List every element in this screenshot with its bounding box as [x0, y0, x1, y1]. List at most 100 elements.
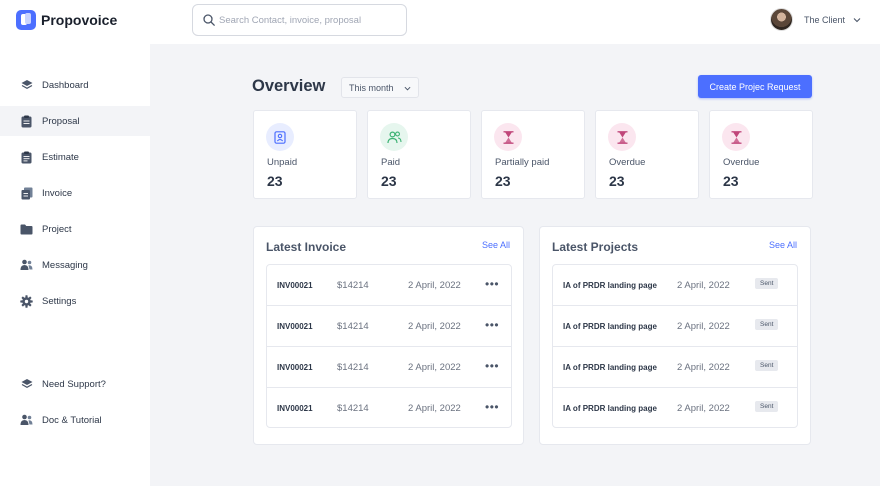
invoice-id: INV00021 [277, 363, 313, 372]
stat-label: Overdue [723, 157, 760, 168]
search-icon [203, 14, 215, 26]
layers-icon [20, 79, 33, 92]
invoice-id: INV00021 [277, 281, 313, 290]
logo[interactable]: Propovoice [16, 10, 117, 30]
sidebar-item-settings[interactable]: Settings [0, 286, 150, 316]
sidebar-item-label: Project [42, 223, 72, 235]
latest-projects-panel: Latest Projects See All IA of PRDR landi… [539, 226, 811, 445]
table-row[interactable]: INV00021 $14214 2 April, 2022 ••• [267, 306, 511, 347]
project-date: 2 April, 2022 [677, 321, 730, 332]
sidebar-item-dashboard[interactable]: Dashboard [0, 70, 150, 100]
chevron-down-icon[interactable] [853, 16, 861, 24]
table-row[interactable]: INV00021 $14214 2 April, 2022 ••• [267, 388, 511, 429]
table-row[interactable]: IA of PRDR landing page 2 April, 2022 Se… [553, 388, 797, 429]
create-project-request-button[interactable]: Create Projec Request [698, 75, 812, 98]
stat-label: Unpaid [267, 157, 298, 168]
table-row[interactable]: IA of PRDR landing page 2 April, 2022 Se… [553, 347, 797, 388]
sidebar-item-label: Doc & Tutorial [42, 414, 102, 426]
logo-icon [16, 10, 36, 30]
invoice-id: INV00021 [277, 404, 313, 413]
project-date: 2 April, 2022 [677, 403, 730, 414]
sidebar-item-invoice[interactable]: Invoice [0, 178, 150, 208]
sidebar-item-label: Dashboard [42, 79, 89, 91]
sidebar-item-need-support[interactable]: Need Support? [0, 369, 150, 399]
status-badge: Sent [755, 360, 779, 371]
stat-value: 23 [723, 173, 739, 189]
project-name: IA of PRDR landing page [563, 281, 657, 290]
stat-card-paid[interactable]: Paid 23 [367, 110, 471, 199]
invoice-amount: $14214 [337, 321, 369, 332]
stat-card-unpaid[interactable]: Unpaid 23 [253, 110, 357, 199]
search-box[interactable] [192, 4, 407, 36]
table-row[interactable]: IA of PRDR landing page 2 April, 2022 Se… [553, 306, 797, 347]
sidebar-item-proposal[interactable]: Proposal [0, 106, 150, 136]
project-name: IA of PRDR landing page [563, 322, 657, 331]
stat-label: Paid [381, 157, 401, 168]
page-title: Overview [252, 77, 326, 95]
sidebar-item-estimate[interactable]: Estimate [0, 142, 150, 172]
sidebar-item-messaging[interactable]: Messaging [0, 250, 150, 280]
status-badge: Sent [755, 278, 779, 289]
stat-card-partially-paid[interactable]: Partially paid 23 [481, 110, 585, 199]
search-input[interactable] [219, 11, 399, 29]
period-select[interactable]: This month [341, 77, 419, 98]
hourglass-icon [494, 123, 522, 151]
user-name: The Client [804, 14, 846, 25]
sidebar-item-label: Need Support? [42, 378, 106, 390]
project-list: IA of PRDR landing page 2 April, 2022 Se… [552, 264, 798, 428]
stat-value: 23 [495, 173, 511, 189]
stat-value: 23 [381, 173, 397, 189]
table-row[interactable]: IA of PRDR landing page 2 April, 2022 Se… [553, 265, 797, 306]
invoice-id: INV00021 [277, 322, 313, 331]
sidebar-item-label: Invoice [42, 187, 73, 199]
more-options-icon[interactable]: ••• [485, 359, 500, 373]
avatar[interactable] [770, 8, 793, 31]
layers-icon [20, 378, 33, 391]
stat-label: Overdue [609, 157, 646, 168]
users-icon [20, 259, 33, 272]
stat-value: 23 [267, 173, 283, 189]
stat-card-overdue[interactable]: Overdue 23 [595, 110, 699, 199]
users-icon [20, 414, 33, 427]
invoice-amount: $14214 [337, 362, 369, 373]
sidebar-item-label: Settings [42, 295, 77, 307]
more-options-icon[interactable]: ••• [485, 277, 500, 291]
invoice-amount: $14214 [337, 403, 369, 414]
latest-invoice-panel: Latest Invoice See All INV00021 $14214 2… [253, 226, 524, 445]
hourglass-icon [722, 123, 750, 151]
see-all-projects-link[interactable]: See All [769, 240, 798, 250]
sidebar: Dashboard Proposal Estimate Invoice Proj… [0, 44, 150, 486]
more-options-icon[interactable]: ••• [485, 318, 500, 332]
table-row[interactable]: INV00021 $14214 2 April, 2022 ••• [267, 265, 511, 306]
clipboard-icon [20, 115, 33, 128]
stat-value: 23 [609, 173, 625, 189]
sidebar-item-label: Messaging [42, 259, 88, 271]
gear-icon [20, 294, 33, 308]
folder-icon [20, 223, 33, 236]
sidebar-item-project[interactable]: Project [0, 214, 150, 244]
panel-title: Latest Invoice [266, 240, 347, 254]
invoice-amount: $14214 [337, 280, 369, 291]
app-name: Propovoice [41, 12, 118, 28]
invoice-date: 2 April, 2022 [408, 362, 461, 373]
project-name: IA of PRDR landing page [563, 363, 657, 372]
user-menu[interactable]: The Client [770, 8, 861, 31]
project-date: 2 April, 2022 [677, 280, 730, 291]
period-select-value: This month [349, 82, 394, 93]
more-options-icon[interactable]: ••• [485, 400, 500, 414]
see-all-invoices-link[interactable]: See All [482, 240, 511, 250]
stat-card-overdue[interactable]: Overdue 23 [709, 110, 813, 199]
contact-card-icon [266, 123, 294, 151]
hourglass-icon [608, 123, 636, 151]
clipboard-list-icon [20, 151, 33, 164]
sidebar-item-doc-tutorial[interactable]: Doc & Tutorial [0, 405, 150, 435]
top-bar: Propovoice The Client [0, 0, 880, 44]
status-badge: Sent [755, 319, 779, 330]
invoice-icon [20, 187, 33, 200]
project-date: 2 April, 2022 [677, 362, 730, 373]
project-name: IA of PRDR landing page [563, 404, 657, 413]
table-row[interactable]: INV00021 $14214 2 April, 2022 ••• [267, 347, 511, 388]
panel-title: Latest Projects [552, 240, 639, 254]
chevron-down-icon [404, 86, 411, 91]
stat-label: Partially paid [495, 157, 550, 168]
